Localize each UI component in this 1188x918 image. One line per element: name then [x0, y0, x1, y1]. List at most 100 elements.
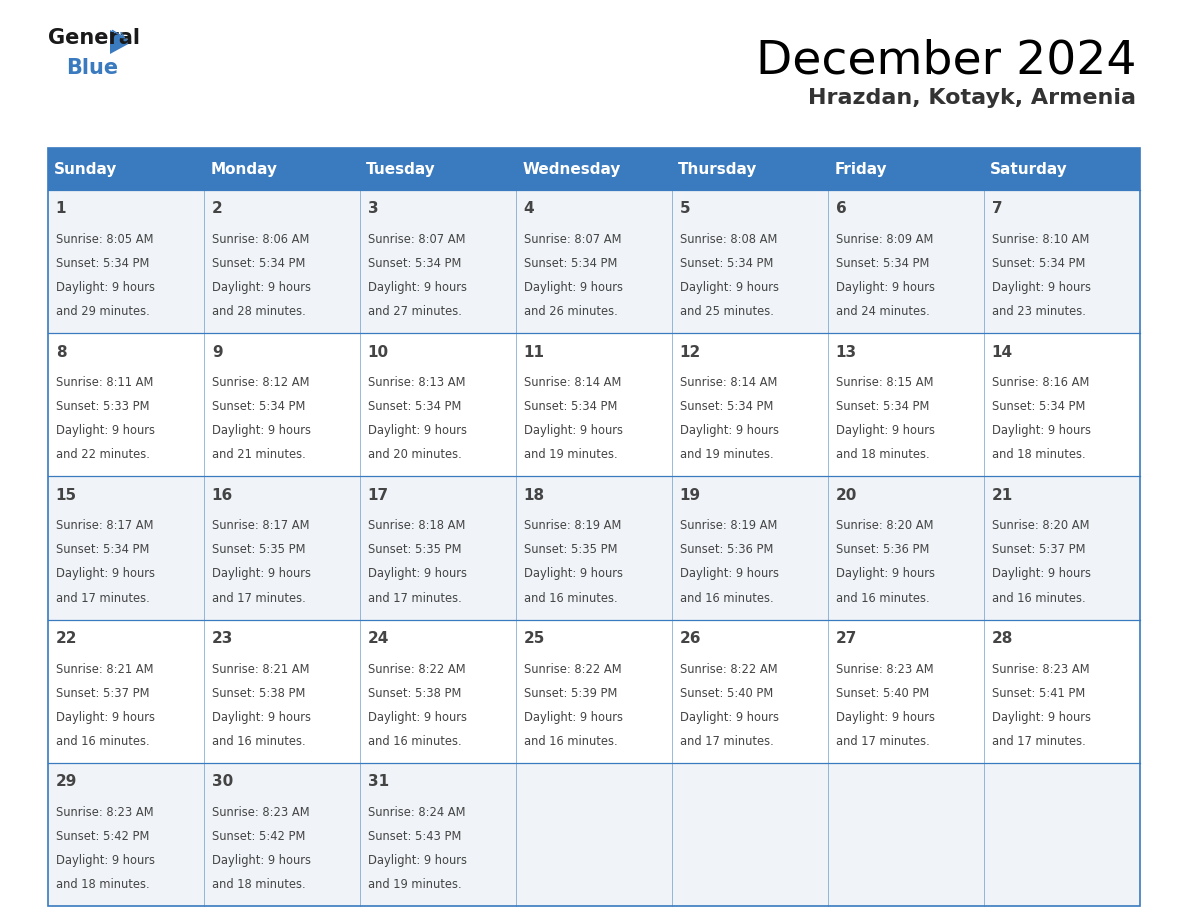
- Text: Daylight: 9 hours: Daylight: 9 hours: [524, 567, 623, 580]
- Text: 22: 22: [56, 631, 77, 646]
- Bar: [828, 333, 984, 476]
- Text: and 25 minutes.: and 25 minutes.: [680, 305, 773, 319]
- Bar: [516, 476, 672, 620]
- Text: and 27 minutes.: and 27 minutes.: [368, 305, 462, 319]
- Bar: [204, 620, 360, 763]
- Text: and 19 minutes.: and 19 minutes.: [524, 448, 618, 462]
- Text: Sunrise: 8:23 AM: Sunrise: 8:23 AM: [992, 663, 1089, 676]
- Text: Daylight: 9 hours: Daylight: 9 hours: [56, 567, 154, 580]
- Text: Sunrise: 8:14 AM: Sunrise: 8:14 AM: [680, 376, 777, 389]
- Text: Sunrise: 8:21 AM: Sunrise: 8:21 AM: [56, 663, 153, 676]
- Text: and 16 minutes.: and 16 minutes.: [56, 734, 150, 748]
- Text: 25: 25: [524, 631, 545, 646]
- Text: Sunrise: 8:23 AM: Sunrise: 8:23 AM: [836, 663, 934, 676]
- Bar: [516, 620, 672, 763]
- Text: and 17 minutes.: and 17 minutes.: [56, 591, 150, 605]
- Bar: [828, 190, 984, 333]
- Text: General: General: [48, 28, 140, 48]
- Text: Sunrise: 8:11 AM: Sunrise: 8:11 AM: [56, 376, 153, 389]
- Text: Sunrise: 8:18 AM: Sunrise: 8:18 AM: [368, 520, 466, 532]
- Bar: [672, 333, 828, 476]
- Text: 10: 10: [368, 344, 388, 360]
- Text: Daylight: 9 hours: Daylight: 9 hours: [56, 854, 154, 867]
- Text: Daylight: 9 hours: Daylight: 9 hours: [524, 424, 623, 437]
- Text: Daylight: 9 hours: Daylight: 9 hours: [368, 424, 467, 437]
- Text: Daylight: 9 hours: Daylight: 9 hours: [211, 854, 311, 867]
- Text: Sunset: 5:40 PM: Sunset: 5:40 PM: [680, 687, 773, 700]
- Text: Sunrise: 8:23 AM: Sunrise: 8:23 AM: [211, 806, 309, 819]
- Text: Sunset: 5:33 PM: Sunset: 5:33 PM: [56, 400, 150, 413]
- Bar: [984, 620, 1140, 763]
- Text: and 21 minutes.: and 21 minutes.: [211, 448, 305, 462]
- Text: and 19 minutes.: and 19 minutes.: [680, 448, 773, 462]
- Text: Sunrise: 8:09 AM: Sunrise: 8:09 AM: [836, 233, 934, 246]
- Bar: [360, 190, 516, 333]
- Text: Sunset: 5:34 PM: Sunset: 5:34 PM: [680, 257, 773, 270]
- Text: Sunrise: 8:10 AM: Sunrise: 8:10 AM: [992, 233, 1089, 246]
- Text: and 29 minutes.: and 29 minutes.: [56, 305, 150, 319]
- Text: Daylight: 9 hours: Daylight: 9 hours: [836, 424, 935, 437]
- Text: and 18 minutes.: and 18 minutes.: [836, 448, 929, 462]
- Text: and 16 minutes.: and 16 minutes.: [524, 734, 618, 748]
- Text: Sunrise: 8:21 AM: Sunrise: 8:21 AM: [211, 663, 309, 676]
- Text: and 18 minutes.: and 18 minutes.: [211, 878, 305, 891]
- Text: Sunset: 5:38 PM: Sunset: 5:38 PM: [368, 687, 461, 700]
- Text: 3: 3: [368, 201, 379, 217]
- Bar: [360, 763, 516, 906]
- Text: Sunrise: 8:22 AM: Sunrise: 8:22 AM: [680, 663, 777, 676]
- Text: Sunset: 5:37 PM: Sunset: 5:37 PM: [56, 687, 150, 700]
- Text: Sunrise: 8:06 AM: Sunrise: 8:06 AM: [211, 233, 309, 246]
- Text: 15: 15: [56, 487, 77, 503]
- Bar: [828, 620, 984, 763]
- Text: Daylight: 9 hours: Daylight: 9 hours: [680, 281, 779, 294]
- Text: Sunrise: 8:08 AM: Sunrise: 8:08 AM: [680, 233, 777, 246]
- Bar: [828, 763, 984, 906]
- Text: Sunrise: 8:20 AM: Sunrise: 8:20 AM: [992, 520, 1089, 532]
- Text: Hrazdan, Kotayk, Armenia: Hrazdan, Kotayk, Armenia: [808, 88, 1136, 108]
- Text: Daylight: 9 hours: Daylight: 9 hours: [836, 567, 935, 580]
- Text: 6: 6: [836, 201, 847, 217]
- Text: 26: 26: [680, 631, 701, 646]
- Text: 2: 2: [211, 201, 222, 217]
- Bar: [516, 190, 672, 333]
- Text: Sunrise: 8:14 AM: Sunrise: 8:14 AM: [524, 376, 621, 389]
- Text: 4: 4: [524, 201, 535, 217]
- Text: Daylight: 9 hours: Daylight: 9 hours: [368, 281, 467, 294]
- Text: Daylight: 9 hours: Daylight: 9 hours: [211, 424, 311, 437]
- Bar: [672, 190, 828, 333]
- Bar: [204, 333, 360, 476]
- Text: 9: 9: [211, 344, 222, 360]
- Text: Sunset: 5:34 PM: Sunset: 5:34 PM: [56, 543, 150, 556]
- Text: and 26 minutes.: and 26 minutes.: [524, 305, 618, 319]
- Text: Daylight: 9 hours: Daylight: 9 hours: [368, 711, 467, 723]
- Text: and 16 minutes.: and 16 minutes.: [368, 734, 461, 748]
- Bar: [360, 333, 516, 476]
- Text: Sunset: 5:34 PM: Sunset: 5:34 PM: [368, 257, 461, 270]
- Bar: [984, 190, 1140, 333]
- Text: Sunrise: 8:15 AM: Sunrise: 8:15 AM: [836, 376, 934, 389]
- Text: and 16 minutes.: and 16 minutes.: [524, 591, 618, 605]
- Text: Sunset: 5:43 PM: Sunset: 5:43 PM: [368, 830, 461, 843]
- Text: December 2024: December 2024: [756, 38, 1136, 83]
- Text: Daylight: 9 hours: Daylight: 9 hours: [836, 281, 935, 294]
- Text: and 16 minutes.: and 16 minutes.: [680, 591, 773, 605]
- Text: and 18 minutes.: and 18 minutes.: [992, 448, 1086, 462]
- Text: Daylight: 9 hours: Daylight: 9 hours: [368, 854, 467, 867]
- Text: 7: 7: [992, 201, 1003, 217]
- Text: 13: 13: [836, 344, 857, 360]
- Bar: [672, 476, 828, 620]
- Bar: [48, 333, 204, 476]
- Text: Daylight: 9 hours: Daylight: 9 hours: [211, 567, 311, 580]
- Text: 30: 30: [211, 774, 233, 789]
- Text: Sunset: 5:34 PM: Sunset: 5:34 PM: [368, 400, 461, 413]
- Text: and 17 minutes.: and 17 minutes.: [836, 734, 929, 748]
- Text: 11: 11: [524, 344, 545, 360]
- Text: Sunrise: 8:16 AM: Sunrise: 8:16 AM: [992, 376, 1089, 389]
- Text: 17: 17: [368, 487, 388, 503]
- Text: Daylight: 9 hours: Daylight: 9 hours: [836, 711, 935, 723]
- Text: Sunset: 5:34 PM: Sunset: 5:34 PM: [680, 400, 773, 413]
- Text: Daylight: 9 hours: Daylight: 9 hours: [992, 424, 1091, 437]
- Text: and 28 minutes.: and 28 minutes.: [211, 305, 305, 319]
- Text: Daylight: 9 hours: Daylight: 9 hours: [992, 711, 1091, 723]
- Text: 12: 12: [680, 344, 701, 360]
